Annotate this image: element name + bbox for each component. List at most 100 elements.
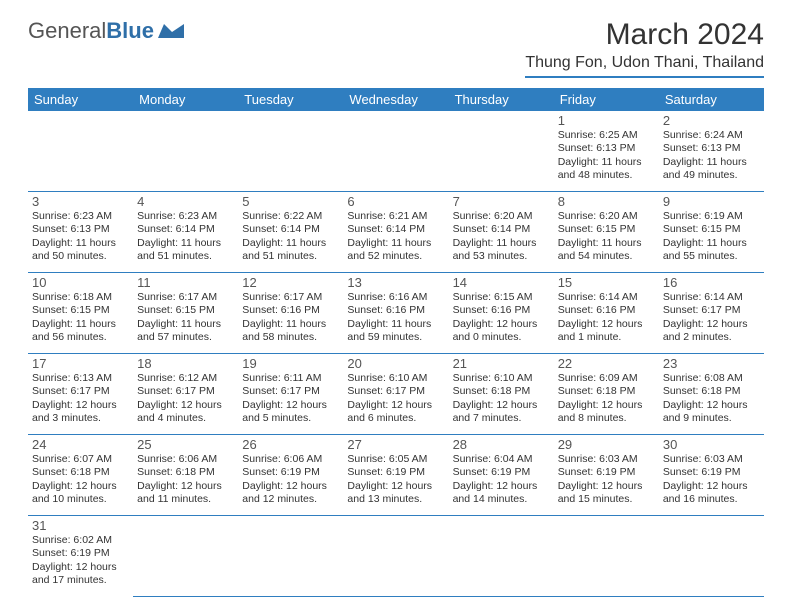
calendar-cell — [554, 516, 659, 597]
day-info: Sunrise: 6:22 AMSunset: 6:14 PMDaylight:… — [242, 210, 339, 264]
day-number: 30 — [663, 437, 760, 452]
calendar-cell: 24Sunrise: 6:07 AMSunset: 6:18 PMDayligh… — [28, 435, 133, 516]
day-info: Sunrise: 6:23 AMSunset: 6:14 PMDaylight:… — [137, 210, 234, 264]
day-number: 13 — [347, 275, 444, 290]
calendar-cell: 30Sunrise: 6:03 AMSunset: 6:19 PMDayligh… — [659, 435, 764, 516]
calendar-cell — [449, 111, 554, 192]
day-number: 5 — [242, 194, 339, 209]
day-number: 12 — [242, 275, 339, 290]
day-number: 6 — [347, 194, 444, 209]
day-info: Sunrise: 6:10 AMSunset: 6:18 PMDaylight:… — [453, 372, 550, 426]
calendar-cell — [343, 516, 448, 597]
calendar-cell: 6Sunrise: 6:21 AMSunset: 6:14 PMDaylight… — [343, 192, 448, 273]
day-number: 20 — [347, 356, 444, 371]
day-number: 14 — [453, 275, 550, 290]
calendar-cell — [28, 111, 133, 192]
day-number: 29 — [558, 437, 655, 452]
logo: GeneralBlue — [28, 18, 184, 44]
day-info: Sunrise: 6:18 AMSunset: 6:15 PMDaylight:… — [32, 291, 129, 345]
day-info: Sunrise: 6:12 AMSunset: 6:17 PMDaylight:… — [137, 372, 234, 426]
calendar-cell — [343, 111, 448, 192]
day-info: Sunrise: 6:17 AMSunset: 6:15 PMDaylight:… — [137, 291, 234, 345]
calendar-cell: 21Sunrise: 6:10 AMSunset: 6:18 PMDayligh… — [449, 354, 554, 435]
day-info: Sunrise: 6:17 AMSunset: 6:16 PMDaylight:… — [242, 291, 339, 345]
day-info: Sunrise: 6:02 AMSunset: 6:19 PMDaylight:… — [32, 534, 129, 588]
day-info: Sunrise: 6:23 AMSunset: 6:13 PMDaylight:… — [32, 210, 129, 264]
day-header: Saturday — [659, 88, 764, 111]
day-number: 9 — [663, 194, 760, 209]
day-header: Wednesday — [343, 88, 448, 111]
calendar-cell: 10Sunrise: 6:18 AMSunset: 6:15 PMDayligh… — [28, 273, 133, 354]
day-info: Sunrise: 6:21 AMSunset: 6:14 PMDaylight:… — [347, 210, 444, 264]
calendar-cell: 20Sunrise: 6:10 AMSunset: 6:17 PMDayligh… — [343, 354, 448, 435]
logo-flag-icon — [158, 22, 184, 40]
day-header: Monday — [133, 88, 238, 111]
day-number: 18 — [137, 356, 234, 371]
day-number: 19 — [242, 356, 339, 371]
day-number: 21 — [453, 356, 550, 371]
calendar-cell: 31Sunrise: 6:02 AMSunset: 6:19 PMDayligh… — [28, 516, 133, 597]
day-number: 10 — [32, 275, 129, 290]
calendar-cell: 28Sunrise: 6:04 AMSunset: 6:19 PMDayligh… — [449, 435, 554, 516]
calendar-cell: 22Sunrise: 6:09 AMSunset: 6:18 PMDayligh… — [554, 354, 659, 435]
calendar-cell: 16Sunrise: 6:14 AMSunset: 6:17 PMDayligh… — [659, 273, 764, 354]
day-header: Thursday — [449, 88, 554, 111]
calendar-cell: 12Sunrise: 6:17 AMSunset: 6:16 PMDayligh… — [238, 273, 343, 354]
day-header: Tuesday — [238, 88, 343, 111]
calendar-table: SundayMondayTuesdayWednesdayThursdayFrid… — [28, 88, 764, 597]
day-number: 31 — [32, 518, 129, 533]
day-info: Sunrise: 6:10 AMSunset: 6:17 PMDaylight:… — [347, 372, 444, 426]
calendar-cell: 14Sunrise: 6:15 AMSunset: 6:16 PMDayligh… — [449, 273, 554, 354]
day-number: 7 — [453, 194, 550, 209]
day-header: Sunday — [28, 88, 133, 111]
month-title: March 2024 — [525, 18, 764, 52]
day-number: 26 — [242, 437, 339, 452]
day-info: Sunrise: 6:25 AMSunset: 6:13 PMDaylight:… — [558, 129, 655, 183]
day-number: 22 — [558, 356, 655, 371]
day-number: 23 — [663, 356, 760, 371]
calendar-cell: 19Sunrise: 6:11 AMSunset: 6:17 PMDayligh… — [238, 354, 343, 435]
calendar-cell: 8Sunrise: 6:20 AMSunset: 6:15 PMDaylight… — [554, 192, 659, 273]
calendar-cell: 17Sunrise: 6:13 AMSunset: 6:17 PMDayligh… — [28, 354, 133, 435]
day-info: Sunrise: 6:20 AMSunset: 6:15 PMDaylight:… — [558, 210, 655, 264]
calendar-cell: 15Sunrise: 6:14 AMSunset: 6:16 PMDayligh… — [554, 273, 659, 354]
day-info: Sunrise: 6:08 AMSunset: 6:18 PMDaylight:… — [663, 372, 760, 426]
day-number: 27 — [347, 437, 444, 452]
day-info: Sunrise: 6:07 AMSunset: 6:18 PMDaylight:… — [32, 453, 129, 507]
calendar-cell: 27Sunrise: 6:05 AMSunset: 6:19 PMDayligh… — [343, 435, 448, 516]
day-info: Sunrise: 6:03 AMSunset: 6:19 PMDaylight:… — [558, 453, 655, 507]
calendar-cell: 4Sunrise: 6:23 AMSunset: 6:14 PMDaylight… — [133, 192, 238, 273]
day-number: 15 — [558, 275, 655, 290]
calendar-cell: 2Sunrise: 6:24 AMSunset: 6:13 PMDaylight… — [659, 111, 764, 192]
calendar-cell: 18Sunrise: 6:12 AMSunset: 6:17 PMDayligh… — [133, 354, 238, 435]
day-info: Sunrise: 6:14 AMSunset: 6:17 PMDaylight:… — [663, 291, 760, 345]
day-info: Sunrise: 6:13 AMSunset: 6:17 PMDaylight:… — [32, 372, 129, 426]
calendar-cell — [133, 111, 238, 192]
day-info: Sunrise: 6:04 AMSunset: 6:19 PMDaylight:… — [453, 453, 550, 507]
calendar-cell: 3Sunrise: 6:23 AMSunset: 6:13 PMDaylight… — [28, 192, 133, 273]
calendar-cell: 11Sunrise: 6:17 AMSunset: 6:15 PMDayligh… — [133, 273, 238, 354]
day-number: 24 — [32, 437, 129, 452]
day-number: 3 — [32, 194, 129, 209]
day-number: 8 — [558, 194, 655, 209]
title-underline — [525, 76, 764, 78]
calendar-cell — [133, 516, 238, 597]
day-info: Sunrise: 6:06 AMSunset: 6:18 PMDaylight:… — [137, 453, 234, 507]
calendar-cell — [238, 516, 343, 597]
logo-text-1: General — [28, 18, 106, 44]
day-info: Sunrise: 6:14 AMSunset: 6:16 PMDaylight:… — [558, 291, 655, 345]
day-number: 16 — [663, 275, 760, 290]
calendar-cell: 5Sunrise: 6:22 AMSunset: 6:14 PMDaylight… — [238, 192, 343, 273]
calendar-cell: 1Sunrise: 6:25 AMSunset: 6:13 PMDaylight… — [554, 111, 659, 192]
calendar-cell: 26Sunrise: 6:06 AMSunset: 6:19 PMDayligh… — [238, 435, 343, 516]
day-info: Sunrise: 6:16 AMSunset: 6:16 PMDaylight:… — [347, 291, 444, 345]
day-header: Friday — [554, 88, 659, 111]
calendar-cell — [659, 516, 764, 597]
day-info: Sunrise: 6:24 AMSunset: 6:13 PMDaylight:… — [663, 129, 760, 183]
calendar-cell: 29Sunrise: 6:03 AMSunset: 6:19 PMDayligh… — [554, 435, 659, 516]
calendar-cell — [238, 111, 343, 192]
calendar-cell: 9Sunrise: 6:19 AMSunset: 6:15 PMDaylight… — [659, 192, 764, 273]
day-info: Sunrise: 6:11 AMSunset: 6:17 PMDaylight:… — [242, 372, 339, 426]
day-number: 28 — [453, 437, 550, 452]
day-number: 25 — [137, 437, 234, 452]
